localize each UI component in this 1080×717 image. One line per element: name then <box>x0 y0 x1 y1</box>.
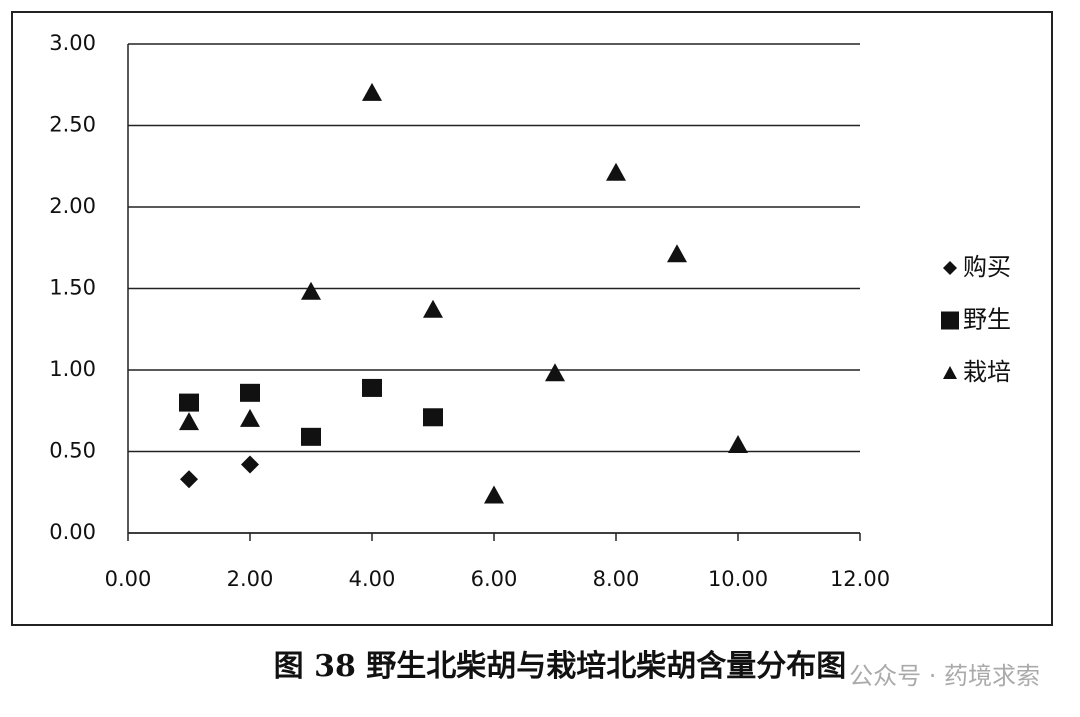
marker-triangle <box>301 281 321 300</box>
marker-square <box>301 427 321 446</box>
legend-label: 野生 <box>963 306 1011 334</box>
watermark: 公众号 · 药境求索 <box>849 662 1040 690</box>
marker-triangle <box>667 244 687 263</box>
y-tick-label: 3.00 <box>49 31 96 55</box>
y-tick-label: 0.50 <box>49 439 96 463</box>
legend-marker <box>941 311 959 330</box>
marker-triangle <box>240 408 260 427</box>
legend-marker <box>943 261 957 275</box>
legend-label: 栽培 <box>963 358 1011 386</box>
y-tick-label: 2.50 <box>49 113 96 137</box>
y-tick-label: 1.00 <box>49 357 96 381</box>
marker-square <box>423 408 443 427</box>
marker-diamond <box>180 470 198 489</box>
x-tick-label: 8.00 <box>593 567 640 591</box>
marker-triangle <box>728 434 748 453</box>
x-tick-label: 12.00 <box>830 567 890 591</box>
marker-diamond <box>241 455 259 474</box>
x-tick-label: 10.00 <box>708 567 768 591</box>
marker-square <box>362 378 382 397</box>
marker-triangle <box>362 82 382 101</box>
legend-label: 购买 <box>963 253 1011 281</box>
marker-triangle <box>606 162 626 181</box>
y-tick-label: 2.00 <box>49 194 96 218</box>
chart-frame <box>11 11 1053 626</box>
marker-square <box>240 383 260 402</box>
marker-triangle <box>179 412 199 431</box>
x-tick-label: 0.00 <box>105 567 152 591</box>
x-tick-label: 4.00 <box>349 567 396 591</box>
legend-marker <box>943 366 957 379</box>
marker-square <box>179 393 199 412</box>
x-tick-label: 6.00 <box>471 567 518 591</box>
marker-triangle <box>423 299 443 318</box>
marker-triangle <box>545 363 565 382</box>
x-tick-label: 2.00 <box>227 567 274 591</box>
y-tick-label: 1.50 <box>49 276 96 300</box>
y-tick-label: 0.00 <box>49 520 96 544</box>
marker-triangle <box>484 485 504 504</box>
caption: 图 38 野生北柴胡与栽培北柴胡含量分布图 <box>274 649 847 684</box>
